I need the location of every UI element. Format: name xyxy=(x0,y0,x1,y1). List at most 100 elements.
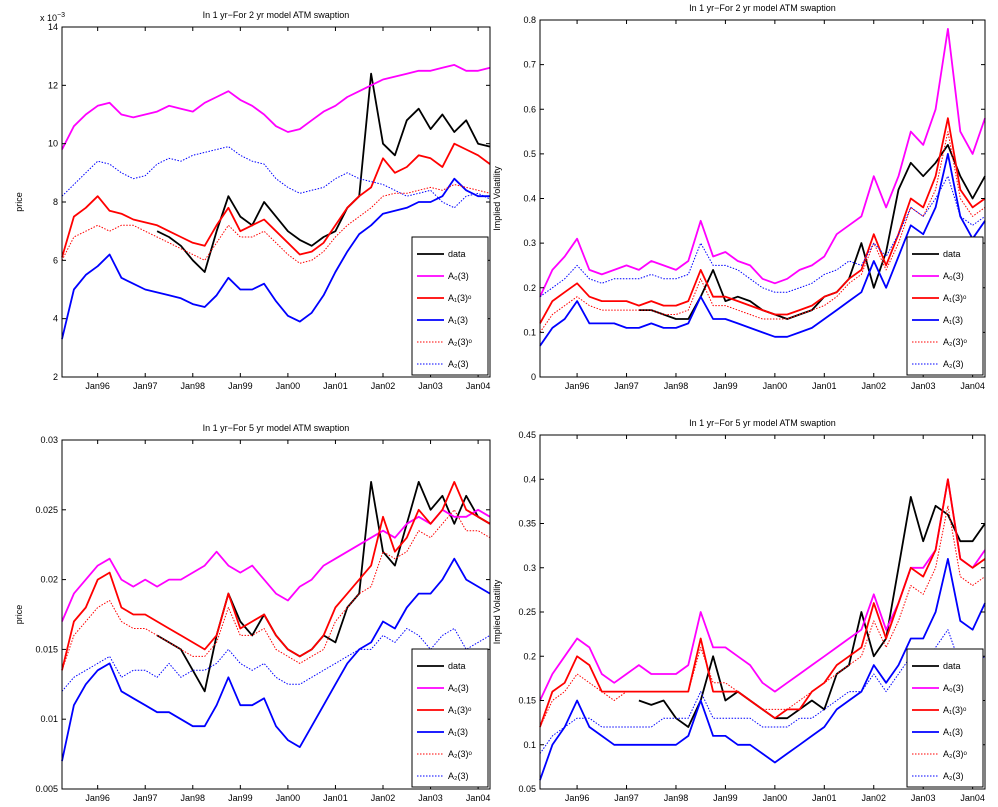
y-tick-label: 0.015 xyxy=(35,644,58,654)
legend-label: A₂(3)ᵒ xyxy=(448,749,472,759)
y-tick-label: 0.1 xyxy=(523,327,536,337)
y-tick-label: 10 xyxy=(48,139,58,149)
x-tick-label: Jan96 xyxy=(85,793,110,802)
x-tick-label: Jan00 xyxy=(276,793,301,802)
y-tick-label: 0.6 xyxy=(523,104,536,114)
y-multiplier: x 10−3 xyxy=(40,12,65,23)
axes-frame xyxy=(61,26,491,378)
legend-label: A₂(3) xyxy=(943,359,964,369)
x-tick-label: Jan97 xyxy=(614,381,639,391)
legend-label: A₁(3) xyxy=(943,727,963,737)
y-tick-label: 6 xyxy=(53,255,58,265)
y-tick-label: 0.2 xyxy=(523,283,536,293)
legend-label: data xyxy=(943,249,961,259)
x-tick-label: Jan03 xyxy=(418,793,443,802)
legend-label: A₂(3)ᵒ xyxy=(943,749,967,759)
x-tick-label: Jan00 xyxy=(763,381,788,391)
legend-box xyxy=(411,236,489,376)
series-line xyxy=(539,478,986,728)
legend-label: data xyxy=(448,249,466,259)
x-tick-label: Jan02 xyxy=(371,793,396,802)
y-axis-label: price xyxy=(14,605,24,625)
x-tick-label: Jan04 xyxy=(960,793,985,802)
x-tick-label: Jan97 xyxy=(133,381,158,391)
x-tick-label: Jan02 xyxy=(371,381,396,391)
series-line xyxy=(539,505,986,728)
y-tick-label: 0.01 xyxy=(40,714,58,724)
legend-box xyxy=(411,648,489,788)
legend-label: A₁(3) xyxy=(943,315,963,325)
x-tick-label: Jan98 xyxy=(664,381,689,391)
series-line xyxy=(61,64,491,150)
legend-label: data xyxy=(943,661,961,671)
y-tick-label: 0.005 xyxy=(35,784,58,794)
legend-label: A₁(3)ᵒ xyxy=(448,293,472,303)
multiplier-exp: −3 xyxy=(57,12,65,19)
y-tick-label: 8 xyxy=(53,197,58,207)
legend-box xyxy=(906,236,984,376)
x-tick-label: Jan04 xyxy=(960,381,985,391)
x-tick-label: Jan99 xyxy=(228,793,253,802)
x-tick-label: Jan03 xyxy=(911,793,936,802)
y-axis-label: Implied Volatility xyxy=(492,166,502,231)
legend-label: A₀(3) xyxy=(448,683,469,693)
x-tick-label: Jan00 xyxy=(763,793,788,802)
legend-label: A₁(3)ᵒ xyxy=(943,293,967,303)
x-tick-label: Jan00 xyxy=(276,381,301,391)
chart-title: In 1 yr−For 5 yr model ATM swaption xyxy=(689,418,836,428)
legend-label: A₁(3) xyxy=(448,315,468,325)
series-line xyxy=(61,142,491,258)
axes-frame xyxy=(539,19,986,378)
series-line xyxy=(156,72,491,273)
series-line xyxy=(61,557,491,762)
series-line xyxy=(61,177,490,340)
x-tick-label: Jan01 xyxy=(323,793,348,802)
legend-label: A₂(3)ᵒ xyxy=(448,337,472,347)
legend-label: A₂(3) xyxy=(448,359,469,369)
x-tick-label: Jan03 xyxy=(911,381,936,391)
y-tick-label: 0.2 xyxy=(523,651,536,661)
y-tick-label: 0.25 xyxy=(518,607,536,617)
x-tick-label: Jan99 xyxy=(713,793,738,802)
x-tick-label: Jan96 xyxy=(85,381,110,391)
axes-frame xyxy=(61,439,491,790)
series-line xyxy=(61,508,491,622)
y-tick-label: 2 xyxy=(53,372,58,382)
legend-label: A₂(3)ᵒ xyxy=(943,337,967,347)
chart-title: In 1 yr−For 5 yr model ATM swaption xyxy=(203,423,350,433)
legend-label: A₀(3) xyxy=(943,271,964,281)
x-tick-label: Jan99 xyxy=(713,381,738,391)
y-tick-label: 4 xyxy=(53,314,58,324)
y-tick-label: 0.35 xyxy=(518,519,536,529)
y-tick-label: 0.5 xyxy=(523,149,536,159)
legend-label: data xyxy=(448,661,466,671)
series-line xyxy=(539,28,986,298)
y-tick-label: 0.03 xyxy=(40,435,58,445)
legend: data A₀(3) A₁(3)ᵒ A₁(3) A₂(3)ᵒ A₂(3) xyxy=(411,648,489,788)
series-line xyxy=(539,629,986,754)
legend-label: A₁(3) xyxy=(448,727,468,737)
axes-frame xyxy=(539,434,986,790)
x-tick-label: Jan99 xyxy=(228,381,253,391)
chart-title: In 1 yr−For 2 yr model ATM swaption xyxy=(689,3,836,13)
y-axis-label: price xyxy=(14,192,24,212)
x-tick-label: Jan98 xyxy=(181,793,206,802)
series-line xyxy=(638,496,986,728)
y-axis-label: Implied Volatility xyxy=(492,579,502,644)
x-tick-label: Jan97 xyxy=(614,793,639,802)
legend: data A₀(3) A₁(3)ᵒ A₁(3) A₂(3)ᵒ A₂(3) xyxy=(411,236,489,376)
chart: In 1 yr−For 5 yr model ATM swaption Impli… xyxy=(492,418,986,803)
y-tick-label: 0.1 xyxy=(523,740,536,750)
series-line xyxy=(61,481,491,671)
y-tick-label: 0.4 xyxy=(523,194,536,204)
x-tick-label: Jan98 xyxy=(181,381,206,391)
legend-label: A₁(3)ᵒ xyxy=(943,705,967,715)
legend-label: A₁(3)ᵒ xyxy=(448,705,472,715)
y-tick-label: 0.8 xyxy=(523,15,536,25)
series-line xyxy=(61,146,491,209)
x-tick-label: Jan01 xyxy=(323,381,348,391)
chart-title: In 1 yr−For 2 yr model ATM swaption xyxy=(203,10,350,20)
y-tick-label: 0.3 xyxy=(523,563,536,573)
y-tick-label: 0.4 xyxy=(523,474,536,484)
